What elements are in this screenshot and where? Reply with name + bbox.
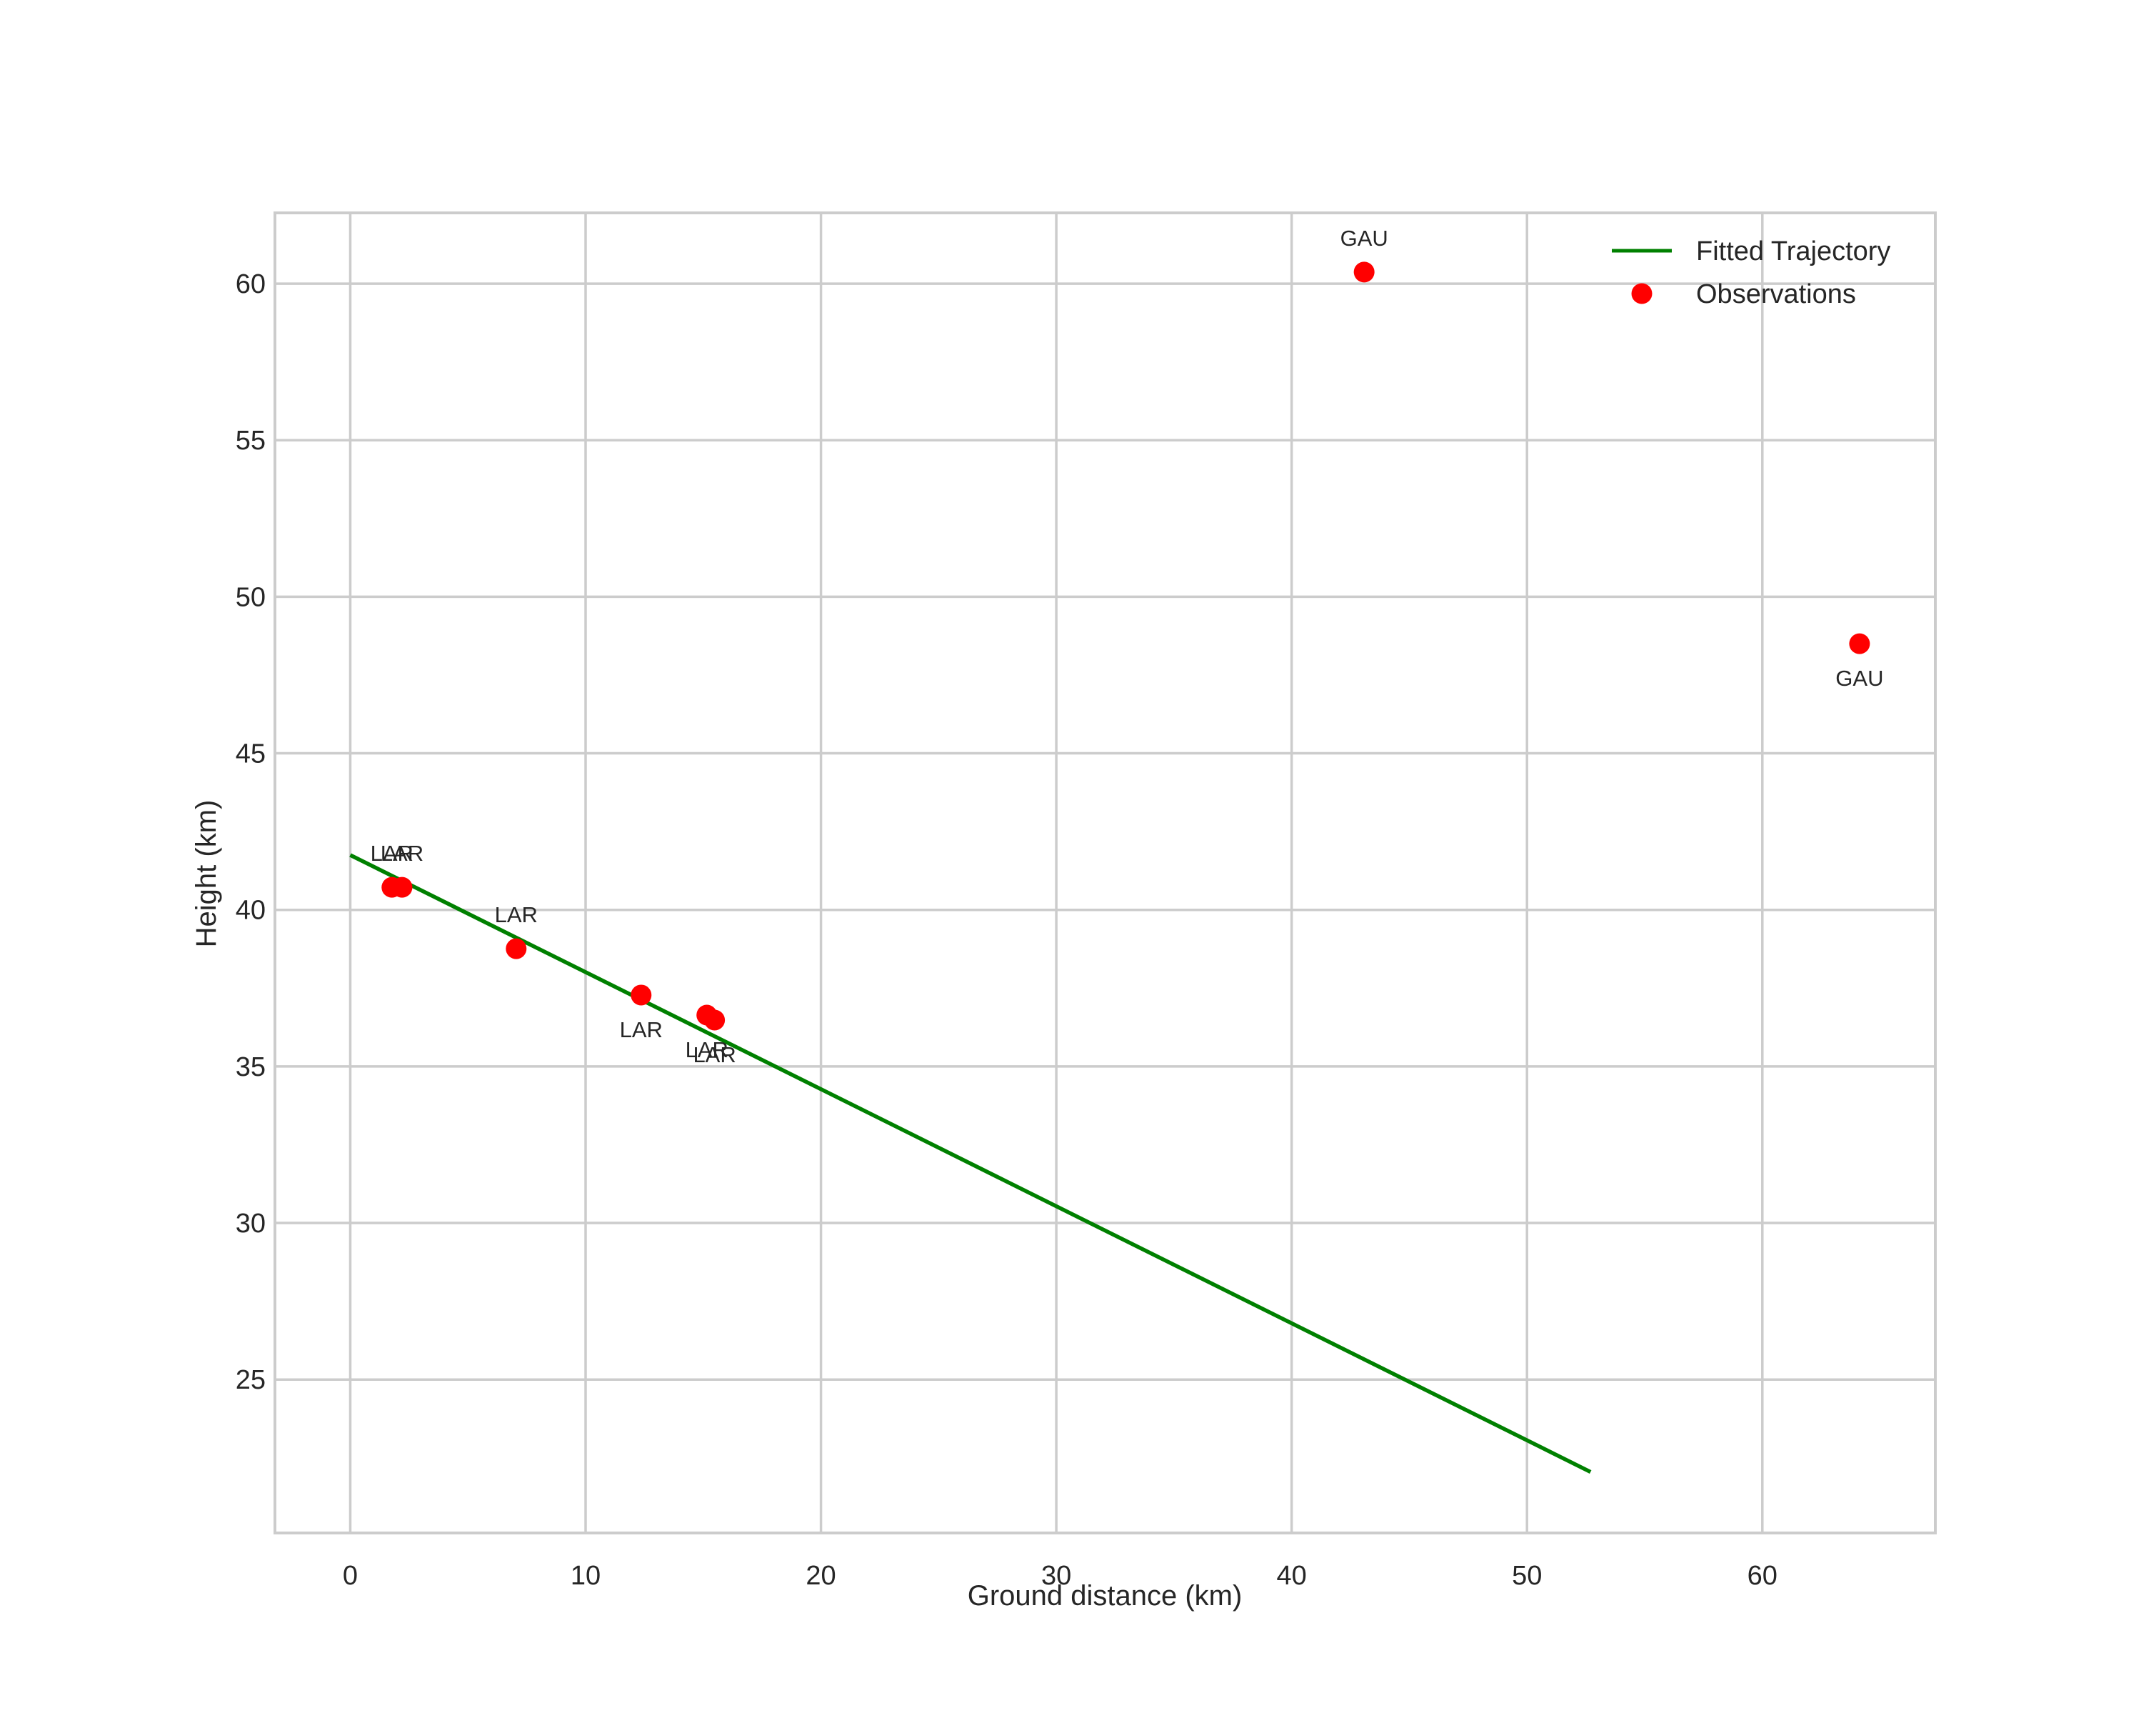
station-label: GAU [1835,666,1883,691]
x-tick-label: 50 [1512,1561,1542,1591]
x-tick-label: 40 [1277,1561,1307,1591]
legend-item-observations: Observations [1631,279,1856,309]
y-tick-label: 55 [236,426,266,456]
station-label: LAR [371,841,413,866]
x-tick-label: 60 [1748,1561,1778,1591]
observation-marker [1849,633,1870,654]
axes-background [275,213,1935,1533]
station-label: LAR [495,902,538,927]
station-label: LAR [693,1042,736,1067]
observation-points [381,261,1870,1031]
x-tick-label: 0 [343,1561,358,1591]
axes-frame [274,211,1937,1534]
x-tick-label: 30 [1041,1561,1071,1591]
station-label: LAR [381,841,423,866]
x-gridlines [349,213,1764,1533]
observation-marker [391,877,413,898]
observation-marker [506,938,527,959]
y-axis-label: Height (km) [191,800,222,948]
legend: Fitted Trajectory Observations [1612,236,1890,309]
y-tick-label: 30 [236,1209,266,1239]
y-tick-label: 35 [236,1052,266,1082]
station-label: GAU [1340,226,1388,251]
y-tick-label: 60 [236,269,266,299]
x-tick-label: 20 [806,1561,836,1591]
observation-marker [1353,261,1375,283]
x-axis-label: Ground distance (km) [968,1580,1243,1612]
station-label: LAR [686,1037,728,1062]
y-tick-label: 25 [236,1365,266,1395]
legend-label: Observations [1696,279,1856,309]
legend-item-fitted-trajectory: Fitted Trajectory [1612,236,1890,266]
y-tick-label: 45 [236,739,266,769]
x-tick-labels: 0 10 20 30 40 50 60 [343,1561,1778,1591]
y-tick-label: 40 [236,896,266,926]
legend-label: Fitted Trajectory [1696,236,1890,266]
y-tick-label: 50 [236,582,266,612]
observation-marker [704,1009,726,1031]
observation-marker [631,984,652,1006]
x-tick-label: 10 [571,1561,601,1591]
station-label: LAR [620,1017,663,1042]
trajectory-line [349,853,1592,1474]
fitted-trajectory-line [349,853,1592,1474]
legend-marker-swatch [1631,283,1653,304]
y-tick-labels: 25 30 35 40 45 50 55 60 [236,269,266,1395]
y-gridlines [275,282,1935,1381]
